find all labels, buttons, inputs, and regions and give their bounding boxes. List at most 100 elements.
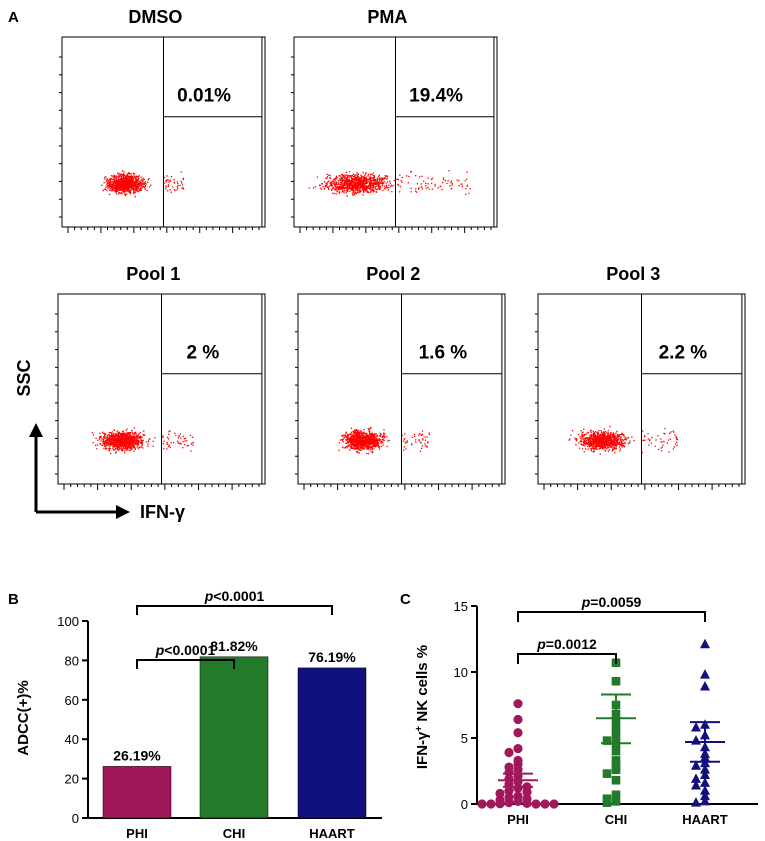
flow-plot-4: Pool 2 1.6 % xyxy=(295,264,506,490)
point-chi-1 xyxy=(611,676,621,686)
panel-label-c: C xyxy=(400,591,411,608)
point-phi-1 xyxy=(513,714,523,725)
point-phi-30 xyxy=(477,799,487,809)
point-chi-12 xyxy=(611,765,621,774)
point-chi-17 xyxy=(611,797,621,806)
point-chi-14 xyxy=(611,775,621,785)
b-ytick-3: 60 xyxy=(65,693,88,708)
point-haart-6 xyxy=(691,735,701,745)
flow-plot-title: DMSO xyxy=(128,7,182,27)
point-haart-0 xyxy=(700,638,710,649)
flow-axis-ticks xyxy=(55,313,260,490)
flow-plot-title: Pool 3 xyxy=(606,264,660,284)
point-haart-16 xyxy=(691,780,701,790)
flow-plot-title: Pool 2 xyxy=(366,264,420,284)
b-ytick-5: 100 xyxy=(57,614,88,629)
point-phi-17 xyxy=(522,787,532,797)
point-haart-20 xyxy=(691,797,701,807)
point-haart-11 xyxy=(691,760,701,770)
gate-percent: 2 % xyxy=(187,343,220,364)
b-bracket-2 xyxy=(136,605,333,615)
b-ytick-2: 40 xyxy=(65,732,88,747)
gate-percent: 0.01% xyxy=(177,86,231,107)
bar-label-haart: 76.19% xyxy=(308,649,356,665)
point-chi-9 xyxy=(611,746,621,756)
flow-axis-ticks xyxy=(59,56,260,233)
ifn-axis-label: IFN-γ xyxy=(140,502,185,522)
panel-label-a: A xyxy=(8,9,19,26)
point-phi-25 xyxy=(522,798,532,808)
point-phi-24 xyxy=(504,798,514,808)
bar-label-chi: 81.82% xyxy=(210,638,258,654)
point-chi-15 xyxy=(611,790,621,800)
flow-plot-2: PMA 19.4% xyxy=(291,7,498,233)
flow-plot-title: PMA xyxy=(367,7,407,27)
point-phi-18 xyxy=(495,788,505,799)
bar-label-phi: 26.19% xyxy=(113,747,161,763)
flow-plot-title: Pool 1 xyxy=(126,264,180,284)
point-phi-27 xyxy=(531,799,541,809)
flow-plot-3: Pool 1 2 % xyxy=(55,264,266,490)
b-xtick-chi: CHI xyxy=(223,826,245,841)
event-cloud xyxy=(101,170,185,198)
point-phi-4 xyxy=(504,747,514,758)
point-haart-1 xyxy=(700,669,710,679)
ssc-axis-label: SSC xyxy=(14,359,34,396)
b-ytick-4: 80 xyxy=(65,653,88,668)
c-pvalue-1: p=0.0012 xyxy=(536,636,597,652)
bar-haart xyxy=(297,667,367,819)
ifn-arrow xyxy=(36,505,130,519)
point-chi-13 xyxy=(602,769,612,778)
gate-percent: 19.4% xyxy=(409,86,463,107)
b-xtick-phi: PHI xyxy=(126,826,148,841)
point-phi-31 xyxy=(549,799,559,809)
c-ytick-2: 10 xyxy=(454,665,477,680)
flow-plot-1: DMSO 0.01% xyxy=(59,7,266,233)
point-phi-0 xyxy=(513,699,523,709)
b-xtick-haart: HAART xyxy=(309,826,355,841)
point-haart-15 xyxy=(700,777,710,787)
gate-percent: 1.6 % xyxy=(419,343,468,364)
point-haart-12 xyxy=(700,764,710,774)
b-ytick-0: 0 xyxy=(72,811,88,826)
flow-axis-ticks xyxy=(291,56,492,233)
flow-plot-5: Pool 3 2.2 % xyxy=(535,264,746,490)
point-haart-13 xyxy=(700,769,710,779)
event-cloud xyxy=(91,427,194,455)
panel-label-b: B xyxy=(8,591,19,608)
b-pvalue-2: p<0.0001 xyxy=(204,588,265,604)
gate-percent: 2.2 % xyxy=(659,343,708,364)
c-ytick-0: 0 xyxy=(461,797,477,812)
flow-axis-ticks xyxy=(295,313,500,490)
bar-phi xyxy=(102,766,172,819)
point-phi-3 xyxy=(513,743,523,754)
point-haart-19 xyxy=(700,795,710,806)
c-xtick-phi: PHI xyxy=(507,812,529,827)
b-pvalue-1: p<0.0001 xyxy=(155,642,216,658)
c-pvalue-2: p=0.0059 xyxy=(581,594,642,610)
point-chi-7 xyxy=(602,736,612,745)
bar-chi xyxy=(199,656,269,819)
c-ytick-1: 5 xyxy=(461,731,477,746)
point-phi-28 xyxy=(486,799,496,809)
point-phi-26 xyxy=(495,799,505,809)
flow-axis-ticks xyxy=(535,313,740,490)
point-haart-18 xyxy=(700,790,710,801)
event-cloud xyxy=(568,425,678,455)
point-phi-23 xyxy=(513,796,523,806)
point-haart-14 xyxy=(691,773,701,783)
b-ytick-1: 20 xyxy=(65,772,88,787)
c-xtick-chi: CHI xyxy=(605,812,627,827)
point-chi-10 xyxy=(611,756,621,765)
point-chi-18 xyxy=(602,798,612,807)
c-y-axis-label: IFN-γ+ NK cells % xyxy=(414,645,432,769)
c-points xyxy=(477,638,710,809)
point-haart-17 xyxy=(700,785,710,795)
c-ytick-3: 15 xyxy=(454,599,477,614)
point-phi-8 xyxy=(513,765,523,775)
point-phi-29 xyxy=(540,799,550,809)
point-phi-16 xyxy=(504,786,514,796)
point-haart-2 xyxy=(700,681,710,691)
